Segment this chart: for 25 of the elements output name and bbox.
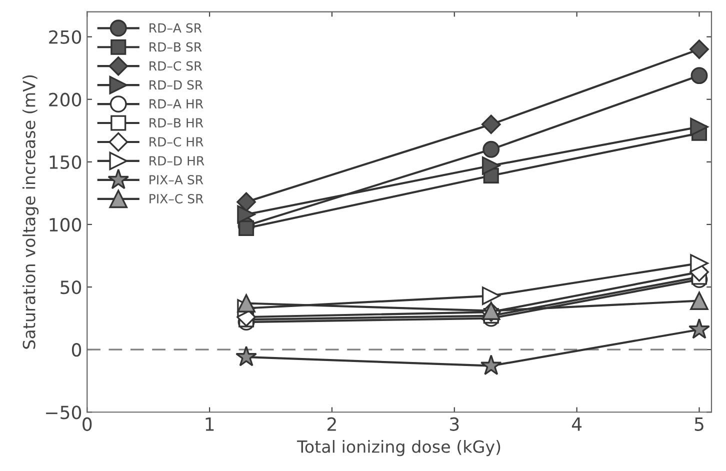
y-tick-label: 50: [60, 280, 82, 294]
x-tick-label: 5: [694, 418, 704, 431]
legend-label: RD–D SR: [150, 80, 203, 90]
y-tick-label: 0: [72, 343, 82, 357]
y-tick-label: 250: [49, 30, 82, 44]
x-tick-label: 4: [572, 418, 582, 431]
x-tick-label: 1: [206, 418, 214, 431]
legend-label: PIX–A SR: [150, 175, 204, 184]
y-tick-label: 150: [50, 155, 82, 170]
legend-label: RD–C HR: [150, 137, 204, 147]
legend-label: RD–B HR: [150, 118, 204, 128]
legend-label: RD–B SR: [150, 42, 202, 52]
y-tick-label: −50: [46, 406, 82, 420]
y-axis-title: Saturation voltage increase (mV): [22, 75, 39, 349]
x-tick-label: 2: [328, 417, 336, 431]
legend-label: PIX–C SR: [150, 194, 204, 204]
x-axis-title: Total ionizing dose (kGy): [297, 440, 500, 456]
legend-label: RD–A HR: [150, 99, 204, 108]
y-tick-label: 100: [50, 218, 82, 232]
x-tick-label: 3: [450, 417, 459, 431]
x-tick-label: 0: [82, 417, 92, 431]
legend-label: RD–D HR: [150, 156, 204, 166]
legend-label: RD–C SR: [150, 61, 202, 71]
legend-label: RD–A SR: [150, 23, 202, 33]
y-tick-label: 200: [49, 92, 82, 106]
